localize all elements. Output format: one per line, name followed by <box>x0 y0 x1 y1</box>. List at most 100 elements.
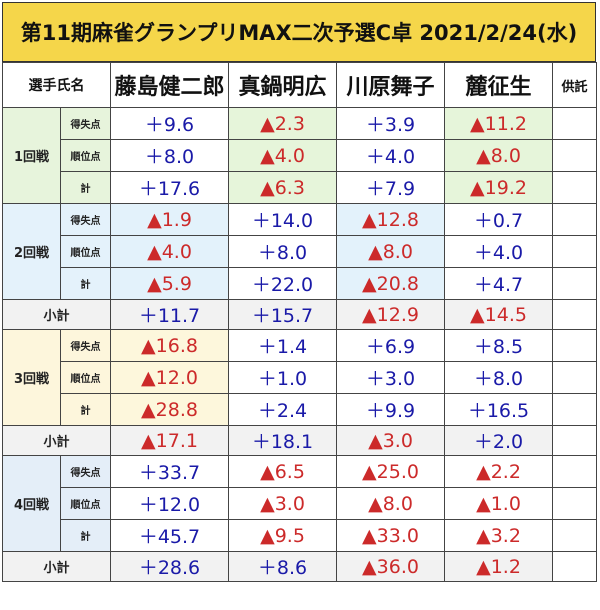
cell: 4.0 <box>336 139 445 172</box>
kyotaku-cell <box>552 551 597 582</box>
kyotaku-cell <box>552 519 597 552</box>
subtotal-cell: 18.1 <box>228 425 337 456</box>
cell: 2.4 <box>228 393 337 426</box>
total-label: 計 <box>60 393 111 426</box>
cell: 4.0 <box>444 235 553 268</box>
kyotaku-cell <box>552 107 597 140</box>
subtotal-label: 小計 <box>2 551 111 582</box>
cell: 8.5 <box>444 329 553 362</box>
round-label: 1回戦 <box>2 107 61 204</box>
score-label: 得失点 <box>60 329 111 362</box>
cell: 12.8 <box>336 203 445 236</box>
cell: 33.7 <box>110 455 229 488</box>
subtotal-cell: 8.6 <box>228 551 337 582</box>
kyotaku-cell <box>552 455 597 488</box>
cell: 9.6 <box>110 107 229 140</box>
kyotaku-cell <box>552 267 597 300</box>
subtotal-row: 小計 28.6 8.6 36.0 1.2 <box>2 551 597 582</box>
table-row: 順位点 12.0 3.0 8.0 1.0 <box>3 487 597 520</box>
cell: 11.2 <box>444 107 553 140</box>
subtotal-cell: 11.7 <box>110 299 229 330</box>
cell: 28.8 <box>110 393 229 426</box>
score-label: 得失点 <box>60 203 111 236</box>
cell: 8.0 <box>336 487 445 520</box>
table-row: 4回戦 得失点 33.7 6.5 25.0 2.2 <box>2 455 597 552</box>
round-label: 2回戦 <box>2 203 61 300</box>
cell: 12.0 <box>110 487 229 520</box>
cell: 2.3 <box>228 107 337 140</box>
player-name-4: 麓征生 <box>444 62 553 108</box>
score-table: 選手氏名 藤島健二郎 真鍋明広 川原舞子 麓征生 供託 1回戦 得失点 9.6 … <box>2 62 597 582</box>
cell: 3.2 <box>444 519 553 552</box>
header-row: 選手氏名 藤島健二郎 真鍋明広 川原舞子 麓征生 供託 <box>2 62 597 108</box>
subtotal-cell: 36.0 <box>336 551 445 582</box>
subtotal-cell: 1.2 <box>444 551 553 582</box>
cell: 8.0 <box>110 139 229 172</box>
sheet-title: 第11期麻雀グランプリMAX二次予選C卓 2021/2/24(水) <box>2 2 596 62</box>
table-row: 計 5.9 22.0 20.8 4.7 <box>3 267 597 300</box>
cell: 12.0 <box>110 361 229 394</box>
table-row: 1回戦 得失点 9.6 2.3 3.9 11.2 <box>2 107 597 204</box>
cell: 1.9 <box>110 203 229 236</box>
cell: 45.7 <box>110 519 229 552</box>
cell: 25.0 <box>336 455 445 488</box>
cell: 0.7 <box>444 203 553 236</box>
cell: 8.0 <box>228 235 337 268</box>
player-name-2: 真鍋明広 <box>228 62 337 108</box>
kyotaku-cell <box>552 139 597 172</box>
subtotal-cell: 17.1 <box>110 425 229 456</box>
subtotal-label: 小計 <box>2 299 111 330</box>
player-name-3: 川原舞子 <box>336 62 445 108</box>
kyotaku-cell <box>552 203 597 236</box>
score-label: 得失点 <box>60 455 111 488</box>
table-row: 計 28.8 2.4 9.9 16.5 <box>3 393 597 426</box>
table-row: 2回戦 得失点 1.9 14.0 12.8 0.7 <box>2 203 597 300</box>
cell: 5.9 <box>110 267 229 300</box>
cell: 16.5 <box>444 393 553 426</box>
cell: 6.5 <box>228 455 337 488</box>
cell: 33.0 <box>336 519 445 552</box>
total-label: 計 <box>60 171 111 204</box>
round-label: 4回戦 <box>2 455 61 552</box>
cell: 3.9 <box>336 107 445 140</box>
cell: 1.0 <box>444 487 553 520</box>
cell: 6.3 <box>228 171 337 204</box>
subtotal-cell: 12.9 <box>336 299 445 330</box>
cell: 8.0 <box>444 361 553 394</box>
table-row: 順位点 4.0 8.0 8.0 4.0 <box>3 235 597 268</box>
table-row: 3回戦 得失点 16.8 1.4 6.9 8.5 <box>2 329 597 426</box>
score-label: 得失点 <box>60 107 111 140</box>
cell: 1.4 <box>228 329 337 362</box>
cell: 8.0 <box>336 235 445 268</box>
total-label: 計 <box>60 519 111 552</box>
cell: 1.0 <box>228 361 337 394</box>
cell: 7.9 <box>336 171 445 204</box>
subtotal-row: 小計 11.7 15.7 12.9 14.5 <box>2 299 597 330</box>
kyotaku-cell <box>552 487 597 520</box>
table-row: 計 17.6 6.3 7.9 19.2 <box>3 171 597 204</box>
player-name-header: 選手氏名 <box>2 62 111 108</box>
kyotaku-cell <box>552 329 597 362</box>
kyotaku-cell <box>552 425 597 456</box>
cell: 3.0 <box>228 487 337 520</box>
cell: 17.6 <box>110 171 229 204</box>
table-row: 順位点 8.0 4.0 4.0 8.0 <box>3 139 597 172</box>
kyotaku-cell <box>552 393 597 426</box>
cell: 9.9 <box>336 393 445 426</box>
cell: 16.8 <box>110 329 229 362</box>
cell: 9.5 <box>228 519 337 552</box>
rank-label: 順位点 <box>60 361 111 394</box>
cell: 4.7 <box>444 267 553 300</box>
cell: 6.9 <box>336 329 445 362</box>
kyotaku-cell <box>552 361 597 394</box>
cell: 4.0 <box>228 139 337 172</box>
player-name-1: 藤島健二郎 <box>110 62 229 108</box>
cell: 8.0 <box>444 139 553 172</box>
cell: 2.2 <box>444 455 553 488</box>
cell: 19.2 <box>444 171 553 204</box>
cell: 3.0 <box>336 361 445 394</box>
round-label: 3回戦 <box>2 329 61 426</box>
subtotal-cell: 2.0 <box>444 425 553 456</box>
kyotaku-header: 供託 <box>552 62 597 108</box>
kyotaku-cell <box>552 171 597 204</box>
